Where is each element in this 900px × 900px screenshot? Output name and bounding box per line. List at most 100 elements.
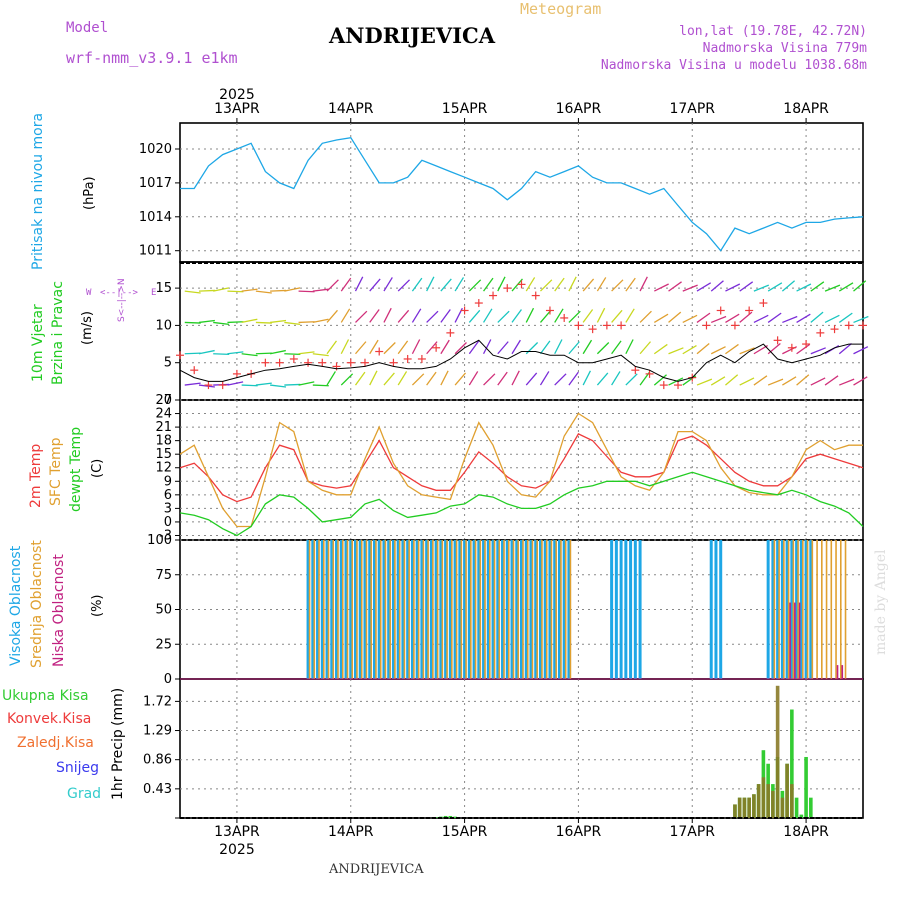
wind-arrow	[426, 341, 438, 355]
wind-arrow	[682, 344, 697, 355]
wind-arrow	[355, 310, 368, 323]
wind-arrow	[753, 284, 770, 292]
wind-arrow	[753, 344, 768, 355]
wind-arrow	[696, 378, 713, 386]
elevation-label: Nadmorska Visina 779m	[702, 41, 867, 56]
wind-arrow	[284, 321, 301, 325]
wind-arrow	[568, 276, 577, 292]
wind-arrow	[511, 309, 522, 323]
wind-arrow	[426, 310, 439, 323]
wind-arrow	[582, 370, 591, 386]
legend-frozen-rain: Zaledj.Kisa	[17, 735, 94, 751]
wind-arrow	[767, 282, 783, 292]
x-day-label-top: 17APR	[669, 101, 715, 117]
wind-arrow	[312, 318, 329, 324]
wind-arrow	[241, 353, 258, 357]
wind-arrow	[383, 372, 395, 386]
wind-arrow	[611, 371, 621, 386]
wind-arrow	[682, 314, 698, 324]
wind-arrow	[270, 289, 287, 292]
y-tick-label: 0	[164, 393, 172, 408]
footer-station: ANDRIJEVICA	[329, 862, 424, 877]
wind-arrow	[298, 321, 315, 324]
wind-arrow	[839, 378, 855, 386]
wind-arrow	[383, 342, 396, 355]
wind-arrow	[440, 370, 449, 386]
wind-arrow	[511, 339, 521, 355]
wind-arrow	[725, 313, 740, 323]
y-tick-label: 1.72	[143, 694, 172, 709]
y-tick-label: 0.86	[143, 753, 172, 768]
wind-arrow	[653, 343, 668, 355]
wind-arrow	[326, 371, 336, 386]
y-tick-label: 18	[155, 434, 172, 449]
station-title: ANDRIJEVICA	[329, 23, 496, 48]
wind-arrow	[269, 349, 286, 355]
legend-hail: Grad	[67, 786, 102, 802]
x-day-label-top: 15APR	[442, 101, 488, 117]
wind-arrow	[397, 279, 411, 292]
wind-arrow	[284, 287, 301, 292]
wind-arrow	[426, 276, 435, 292]
wind-arrow	[739, 311, 753, 323]
total-precip-bar	[809, 797, 813, 818]
conv-precip-bar	[771, 790, 775, 818]
y-tick-label: 15	[155, 447, 172, 462]
wind-arrow	[696, 342, 710, 355]
wind-arrow	[454, 372, 467, 386]
wind-arrow	[397, 309, 410, 323]
wind-arrow	[796, 343, 810, 355]
wind-arrow	[298, 351, 315, 355]
wind-arrow	[853, 346, 869, 355]
y-tick-label: 6	[164, 488, 172, 503]
compass-east: E	[151, 288, 157, 298]
wind-arrow	[810, 281, 825, 292]
wind-arrow	[369, 370, 378, 386]
wind-arrow	[654, 283, 669, 292]
wind-arrow	[184, 382, 201, 386]
conv-precip-bar	[733, 804, 737, 818]
x-day-label-bottom: 18APR	[783, 824, 829, 840]
wind-arrow	[781, 280, 796, 292]
wind-arrow	[696, 282, 712, 292]
y-tick-label: 0.43	[143, 782, 172, 797]
wind-arrow	[682, 284, 698, 292]
wind-arrow	[511, 370, 520, 386]
wind-arrow	[340, 339, 350, 355]
wind-arrow	[554, 277, 565, 292]
wind-arrow	[625, 277, 636, 292]
wind-arrow	[284, 353, 301, 356]
wind-arrow	[596, 307, 606, 323]
y-tick-label: 0	[164, 515, 172, 530]
wind-arrow	[397, 340, 409, 355]
x-day-label-top: 16APR	[556, 101, 602, 117]
wind-arrow	[853, 315, 869, 324]
wind-arrow	[326, 279, 339, 292]
wind-arrow	[725, 374, 739, 386]
wind-arrow	[255, 321, 272, 324]
panel-frame-pressure	[179, 122, 864, 263]
wind-arrow	[568, 310, 581, 323]
conv-precip-bar	[761, 777, 766, 818]
wind-arrow	[184, 352, 201, 355]
wind-arrow	[554, 308, 564, 323]
wind-arrow	[241, 384, 258, 387]
wind-arrow	[411, 339, 421, 355]
wind-arrow	[596, 342, 610, 355]
wind-arrow	[213, 353, 230, 356]
pressure-line	[180, 136, 864, 252]
temp2m-line	[179, 433, 864, 503]
wind-arrow	[554, 339, 563, 355]
y-tick-label: 9	[164, 474, 172, 489]
total-precip-bar	[794, 797, 799, 818]
wind-arrow	[725, 283, 741, 292]
wind-arrow	[241, 288, 258, 292]
wind-arrow	[596, 372, 609, 386]
wind-arrow	[355, 341, 367, 355]
conv-precip-bar	[752, 794, 756, 818]
wind-arrow	[468, 309, 481, 323]
wind-arrow	[796, 374, 810, 386]
model-elevation-label: Nadmorska Visina u modelu 1038.68m	[600, 58, 867, 73]
y-tick-label: 10	[155, 318, 172, 333]
y-tick-label: 24	[155, 407, 172, 422]
